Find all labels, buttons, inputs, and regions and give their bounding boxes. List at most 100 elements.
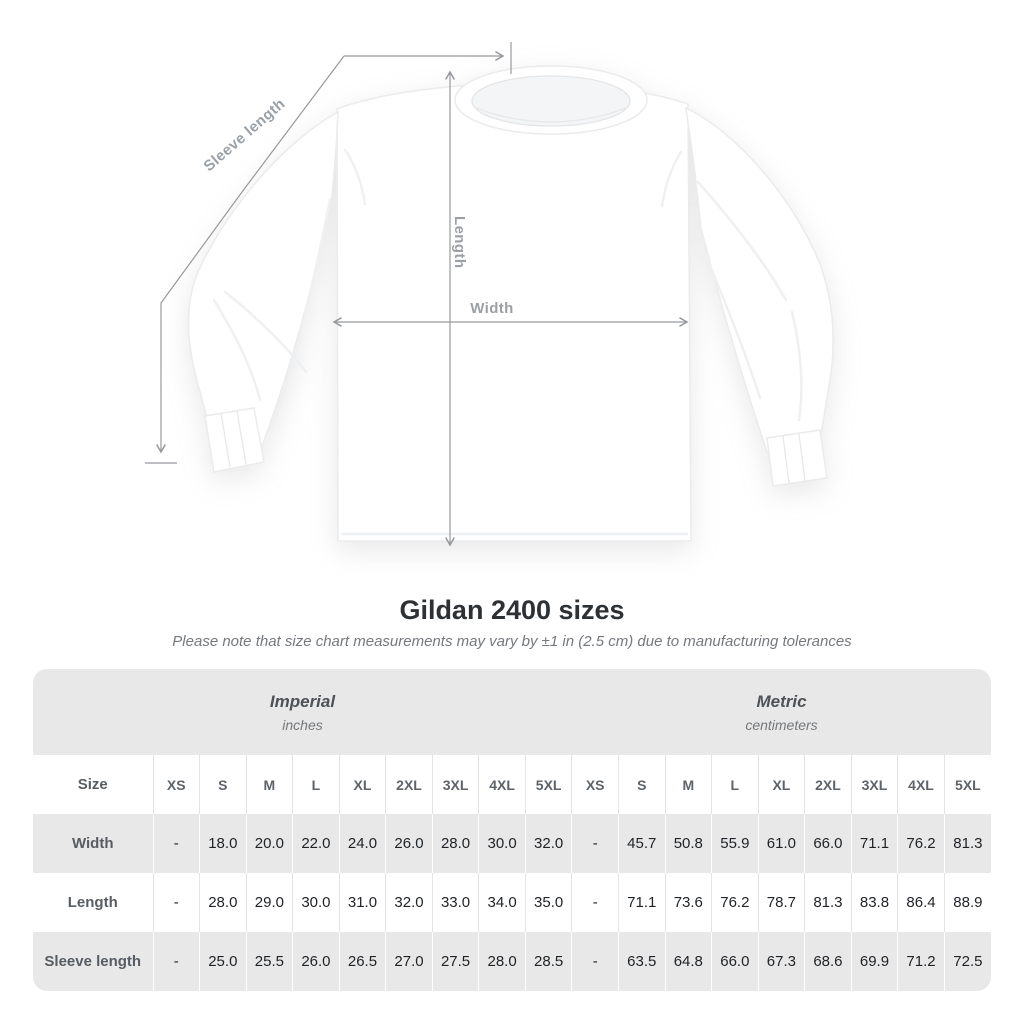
- measurement-cell: 32.0: [385, 873, 433, 932]
- long-sleeve-shirt-illustration: [187, 65, 834, 542]
- measurement-cell: 28.0: [478, 932, 526, 991]
- size-header-cell: 3XL: [850, 755, 898, 814]
- measurement-cell: 83.8: [850, 873, 898, 932]
- table-row-width: Width - 18.0 20.0 22.0 24.0 26.0 28.0 30…: [33, 814, 991, 873]
- measurement-cell: 29.0: [245, 873, 293, 932]
- measurement-cell: 76.2: [711, 873, 759, 932]
- size-header-cell: S: [199, 755, 247, 814]
- measurement-cell: 27.0: [385, 932, 433, 991]
- size-header-cell: 5XL: [524, 755, 572, 814]
- measurement-cell: 33.0: [431, 873, 479, 932]
- size-header-cell: S: [617, 755, 666, 814]
- measurement-cell: 26.0: [292, 932, 340, 991]
- shirt-body: [336, 82, 692, 542]
- measurement-cell: 71.1: [617, 873, 666, 932]
- width-row-label: Width: [71, 835, 114, 852]
- fabric-folds: [212, 148, 803, 536]
- measurement-cell: 71.2: [897, 932, 945, 991]
- size-header-cell: XS: [571, 755, 619, 814]
- size-header-cell: 3XL: [431, 755, 479, 814]
- measurement-cell: 35.0: [524, 873, 572, 932]
- measurement-cell: 22.0: [292, 814, 340, 873]
- size-header-cell: 2XL: [385, 755, 433, 814]
- size-chart-table: Imperial inches Metric centimeters Size …: [33, 669, 991, 991]
- metric-unit-group: Metric centimeters: [572, 669, 991, 755]
- measurement-cell: 45.7: [617, 814, 666, 873]
- measurement-cell: 24.0: [338, 814, 386, 873]
- shirt-right-cuff: [766, 429, 828, 487]
- size-header-cell: 2XL: [804, 755, 852, 814]
- measurement-cell: 63.5: [617, 932, 666, 991]
- measurement-cell: 55.9: [711, 814, 759, 873]
- measurement-cell: 78.7: [757, 873, 805, 932]
- measurement-cell: 25.0: [199, 932, 247, 991]
- measurement-cell: 76.2: [897, 814, 945, 873]
- measurements-table: Size XS S M L XL 2XL 3XL 4XL 5XL XS S M …: [33, 755, 991, 991]
- measurement-cell: 50.8: [664, 814, 712, 873]
- sleeve-length-line: [156, 55, 345, 454]
- measurement-cell: -: [152, 814, 200, 873]
- left-cuff-ribs: [220, 410, 247, 468]
- measurement-cell: 86.4: [897, 873, 945, 932]
- tolerance-note: Please note that size chart measurements…: [172, 633, 852, 650]
- measurement-cell: -: [152, 932, 200, 991]
- measurement-cell: 64.8: [664, 932, 712, 991]
- imperial-sublabel: inches: [282, 716, 323, 733]
- measurement-cell: -: [152, 873, 200, 932]
- measurement-cell: 61.0: [757, 814, 805, 873]
- shirt-diagram-svg: Sleeve length Length Width: [145, 42, 834, 547]
- size-header-cell: L: [711, 755, 759, 814]
- measurement-cell: -: [571, 873, 619, 932]
- measurement-cell: 30.0: [478, 814, 526, 873]
- size-header-cell: L: [292, 755, 340, 814]
- size-header-cell: XL: [757, 755, 805, 814]
- size-header-cell: M: [664, 755, 712, 814]
- size-header-cell: XS: [152, 755, 200, 814]
- shirt-right-sleeve: [685, 106, 834, 453]
- shirt-measurement-diagram: Sleeve length Length Width: [145, 42, 834, 547]
- metric-sublabel: centimeters: [745, 716, 818, 733]
- length-row-label: Length: [67, 894, 118, 911]
- length-label: Length: [451, 216, 468, 268]
- table-row-sleeve-length: Sleeve length - 25.0 25.5 26.0 26.5 27.0…: [33, 932, 991, 991]
- shirt-collar-opening: [471, 75, 631, 127]
- size-header-cell: 4XL: [478, 755, 526, 814]
- measurement-cell: 69.9: [850, 932, 898, 991]
- imperial-label: Imperial: [269, 691, 336, 711]
- measurement-cell: -: [571, 932, 619, 991]
- measurement-cell: -: [571, 814, 619, 873]
- table-row-length: Length - 28.0 29.0 30.0 31.0 32.0 33.0 3…: [33, 873, 991, 932]
- measurement-cell: 81.3: [804, 873, 852, 932]
- page-title: Gildan 2400 sizes: [399, 595, 625, 625]
- measurement-cell: 25.5: [245, 932, 293, 991]
- measurement-cell: 26.0: [385, 814, 433, 873]
- measurement-cell: 67.3: [757, 932, 805, 991]
- shirt-left-cuff: [204, 407, 265, 473]
- right-cuff-ribs: [782, 433, 806, 484]
- measurement-cell: 27.5: [431, 932, 479, 991]
- size-header-cell: XL: [338, 755, 386, 814]
- size-header-cell: 5XL: [943, 755, 991, 814]
- measurement-cell: 71.1: [850, 814, 898, 873]
- measurement-cell: 88.9: [943, 873, 991, 932]
- size-header-cell: M: [245, 755, 293, 814]
- collar-seam: [475, 107, 627, 123]
- measurement-cell: 32.0: [524, 814, 572, 873]
- measurement-cell: 68.6: [804, 932, 852, 991]
- imperial-unit-group: Imperial inches: [33, 669, 572, 755]
- measurement-cell: 34.0: [478, 873, 526, 932]
- measurement-cell: 26.5: [338, 932, 386, 991]
- sleeve-length-row-label: Sleeve length: [44, 953, 142, 970]
- measurement-cell: 72.5: [943, 932, 991, 991]
- size-col-header: Size: [77, 776, 108, 793]
- measurement-cell: 81.3: [943, 814, 991, 873]
- width-label: Width: [470, 300, 514, 317]
- measurement-cell: 18.0: [199, 814, 247, 873]
- measurement-cell: 66.0: [804, 814, 852, 873]
- measurement-cell: 73.6: [664, 873, 712, 932]
- table-row-sizes: Size XS S M L XL 2XL 3XL 4XL 5XL XS S M …: [33, 755, 991, 814]
- metric-label: Metric: [756, 691, 807, 711]
- measurement-cell: 31.0: [338, 873, 386, 932]
- size-header-cell: 4XL: [897, 755, 945, 814]
